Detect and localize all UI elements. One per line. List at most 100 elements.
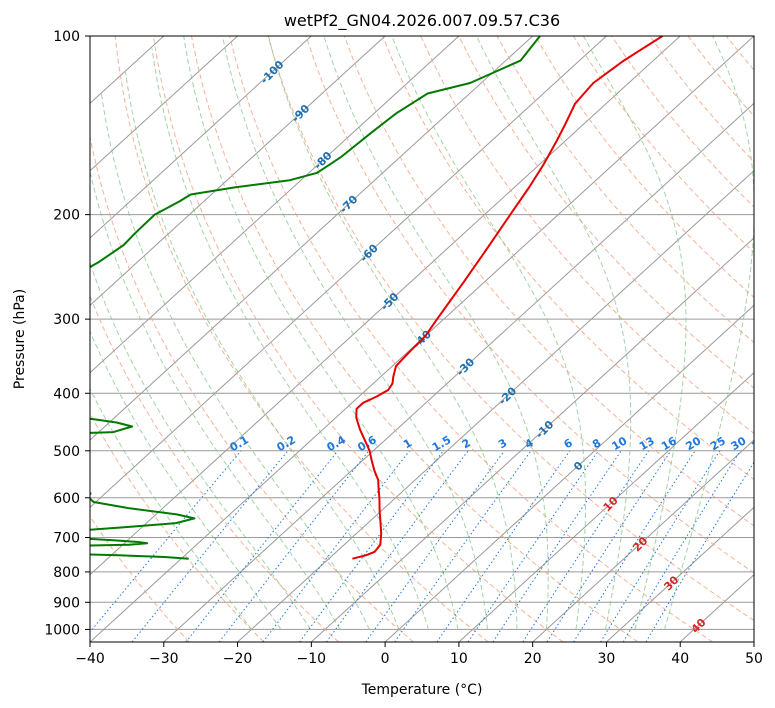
y-tick-label: 800 bbox=[53, 565, 80, 581]
dry-adiabat-line bbox=[572, 36, 754, 253]
dry-adiabat-line bbox=[90, 412, 265, 642]
dry-adiabat-line bbox=[267, 36, 754, 622]
x-axis-label: Temperature (°C) bbox=[361, 682, 483, 698]
y-tick-label: 100 bbox=[53, 29, 80, 45]
axes: −40 −30 −20 −10 0 10 20 30 40 50 100 200 300 400 500 60… bbox=[44, 29, 763, 667]
dry-adiabat-line bbox=[382, 36, 754, 481]
isotherm-line bbox=[606, 506, 754, 642]
moist-adiabat-line bbox=[125, 71, 400, 630]
y-tick-label: 600 bbox=[53, 491, 80, 507]
moist-adiabat-line bbox=[391, 36, 586, 630]
moist-adiabat-line bbox=[323, 36, 549, 630]
mixing-ratio-label: 8 bbox=[590, 436, 603, 451]
y-axis-label: Pressure (hPa) bbox=[12, 289, 28, 389]
x-tick-label: −20 bbox=[223, 651, 253, 667]
y-tick-label: 1000 bbox=[44, 622, 80, 638]
x-tick-label: 40 bbox=[671, 651, 689, 667]
mixing-ratio-line bbox=[394, 450, 532, 642]
chart-title: wetPf2_GN04.2026.007.09.57.C36 bbox=[284, 11, 560, 31]
mixing-ratio-label: 36 bbox=[749, 434, 769, 453]
isotherm-line bbox=[90, 36, 386, 307]
mixing-ratio-line bbox=[131, 450, 289, 642]
moist-adiabat-line bbox=[90, 387, 252, 630]
mixing-ratio-line bbox=[299, 450, 444, 642]
isotherm-line bbox=[753, 641, 754, 642]
mixing-ratio-line bbox=[600, 450, 721, 642]
dry-adiabat-line bbox=[725, 36, 754, 71]
mixing-ratio-label: 2 bbox=[460, 436, 473, 451]
moist-adiabat-line bbox=[222, 36, 488, 630]
mixing-ratio-line bbox=[622, 450, 741, 642]
x-tick-label: −40 bbox=[75, 651, 105, 667]
mixing-ratio-line bbox=[467, 450, 599, 642]
isotherm-line bbox=[90, 36, 460, 374]
mixing-ratio-line bbox=[436, 450, 571, 642]
dry-adiabat-line bbox=[764, 36, 775, 642]
isotherm-line bbox=[458, 371, 754, 642]
dry-adiabat-line bbox=[687, 36, 754, 117]
mixing-ratio-line bbox=[573, 450, 696, 642]
plot-frame bbox=[89, 35, 755, 643]
dry-adiabat-line bbox=[305, 36, 754, 574]
mixing-ratio-label: 6 bbox=[562, 436, 575, 451]
x-tick-label: 50 bbox=[745, 651, 763, 667]
mixing-ratio-line bbox=[185, 450, 339, 642]
dry-adiabat-line bbox=[90, 294, 339, 642]
mixing-ratio-line bbox=[262, 450, 410, 642]
background-lines bbox=[90, 36, 775, 642]
mixing-ratio-line bbox=[645, 461, 754, 642]
mixing-ratio-label: 3 bbox=[496, 436, 509, 451]
mixing-ratio-line bbox=[90, 450, 242, 633]
mixing-ratio-line bbox=[325, 450, 469, 642]
y-tick-label: 700 bbox=[53, 531, 80, 547]
dry-adiabat-line bbox=[152, 36, 564, 642]
x-tick-label: 10 bbox=[450, 651, 468, 667]
dry-adiabat-line bbox=[534, 36, 754, 298]
moist-adiabat-line bbox=[90, 169, 341, 630]
mixing-ratio-line bbox=[218, 450, 370, 642]
sounding-profiles bbox=[90, 36, 664, 560]
moist-adiabat-line bbox=[90, 261, 311, 630]
isotherm-line bbox=[532, 439, 754, 642]
isotherm-line bbox=[163, 102, 754, 642]
isotherm-line bbox=[90, 36, 607, 508]
dry-adiabat-line bbox=[90, 515, 190, 642]
isotherm-line bbox=[90, 36, 681, 576]
moist-adiabat-line bbox=[100, 93, 370, 630]
dry-adiabat-line bbox=[229, 36, 713, 642]
dry-adiabat-line bbox=[649, 36, 754, 163]
dewpoint-profile-line bbox=[90, 36, 541, 560]
dry-adiabat-line bbox=[90, 134, 414, 642]
x-tick-label: −10 bbox=[297, 651, 327, 667]
y-tick-label: 500 bbox=[53, 444, 80, 460]
moist-adiabat-line bbox=[268, 36, 518, 630]
mixing-ratio-line bbox=[522, 450, 650, 642]
x-tick-label: 20 bbox=[524, 651, 542, 667]
dry-adiabat-line bbox=[343, 36, 754, 527]
x-tick-label: −30 bbox=[149, 651, 179, 667]
moist-adiabat-line bbox=[582, 36, 687, 630]
temperature-profile-line bbox=[352, 36, 664, 560]
mixing-ratio-line bbox=[492, 450, 622, 642]
y-tick-label: 400 bbox=[53, 386, 80, 402]
dry-adiabat-line bbox=[458, 36, 754, 389]
isotherm-line bbox=[90, 36, 238, 172]
y-tick-label: 200 bbox=[53, 208, 80, 224]
dry-adiabat-line bbox=[114, 36, 489, 642]
isotherm-line bbox=[384, 304, 754, 642]
mixing-ratio-line bbox=[365, 450, 505, 642]
x-tick-label: 0 bbox=[381, 651, 390, 667]
y-tick-label: 900 bbox=[53, 595, 80, 611]
isotherm-line bbox=[90, 36, 534, 441]
x-tick-label: 30 bbox=[598, 651, 616, 667]
y-tick-label: 300 bbox=[53, 312, 80, 328]
isotherm-line bbox=[90, 36, 312, 239]
moist-adiabat-line bbox=[476, 36, 632, 630]
isotherm-line bbox=[237, 170, 754, 642]
moist-adiabat-line bbox=[151, 48, 429, 630]
mixing-ratio-line bbox=[546, 450, 672, 642]
moist-adiabat-line bbox=[664, 36, 754, 630]
moist-adiabat-line bbox=[183, 36, 459, 630]
